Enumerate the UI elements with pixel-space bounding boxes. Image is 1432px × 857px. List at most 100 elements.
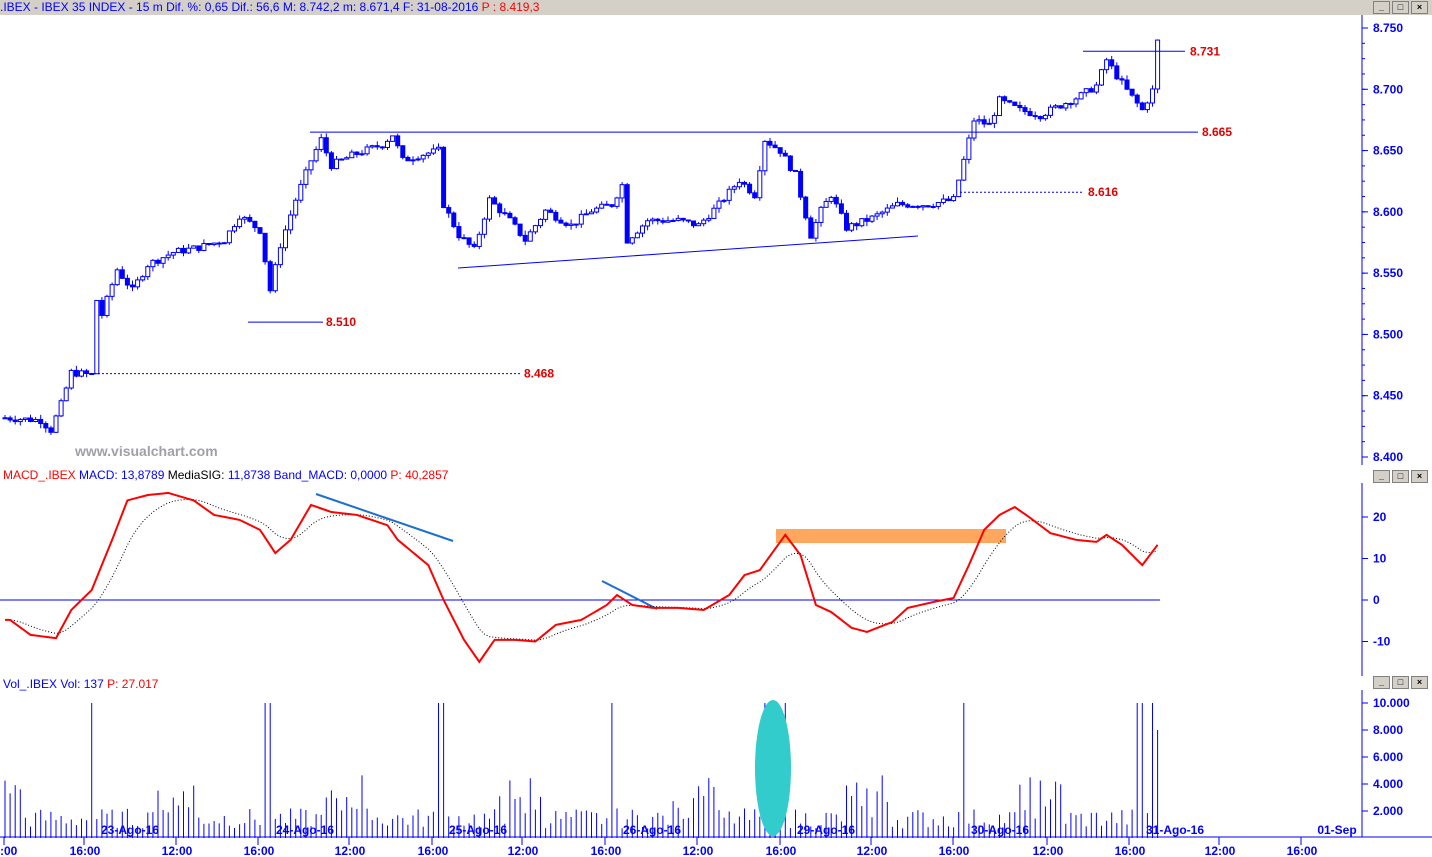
candle-body: [364, 146, 370, 155]
macd-tick-label: 0: [1373, 593, 1380, 607]
candle-body: [619, 184, 625, 199]
time-tick-label: 12:00: [683, 844, 714, 857]
candle-body: [818, 206, 824, 223]
candle-body: [578, 213, 584, 225]
candle-body: [318, 137, 324, 151]
candle-body: [895, 201, 900, 207]
time-tick-label: 16:00: [591, 844, 622, 857]
close-button[interactable]: ×: [1411, 1, 1428, 14]
candle-body: [747, 183, 753, 194]
candle-body: [889, 205, 895, 209]
time-tick-label: 16:00: [418, 844, 449, 857]
candle-body: [390, 135, 396, 142]
signal-line: [5, 498, 1158, 641]
candle-body: [844, 212, 849, 231]
candle-body: [645, 220, 651, 227]
candle-body: [956, 179, 962, 198]
macd-tick-label: -10: [1373, 635, 1391, 649]
candle-body: [767, 140, 773, 146]
maximize-button[interactable]: □: [1392, 1, 1409, 14]
level-label: 8.616: [1088, 185, 1118, 199]
candle-body: [1144, 102, 1150, 111]
maximize-button[interactable]: □: [1392, 676, 1409, 689]
max: M: 8.742,2: [282, 0, 340, 14]
candle-body: [940, 198, 946, 203]
candle-body: [155, 259, 161, 264]
candle-body: [1114, 65, 1120, 80]
candle-body: [242, 216, 248, 220]
minimize-button[interactable]: _: [1373, 470, 1390, 483]
candle-body: [308, 160, 314, 171]
candle-body: [543, 209, 549, 220]
close-button[interactable]: ×: [1411, 676, 1428, 689]
candle-body: [782, 152, 788, 157]
candle-body: [471, 243, 477, 247]
candle-body: [277, 247, 283, 266]
candle-body: [430, 148, 436, 154]
candle-body: [119, 269, 125, 279]
candle-body: [1053, 105, 1059, 108]
volume-name: Vol_.IBEX: [3, 677, 58, 691]
volume-window-controls: _ □ ×: [1373, 676, 1428, 689]
candle-body: [272, 264, 278, 292]
candle-body: [981, 119, 987, 125]
day-label: 26-Ago-16: [623, 823, 681, 837]
candle-body: [323, 137, 329, 154]
volume-highlight-ellipse: [755, 700, 791, 836]
macd-tick-label: 20: [1373, 510, 1387, 524]
candle-body: [1093, 84, 1099, 93]
candle-body: [864, 218, 870, 222]
candle-body: [476, 233, 482, 247]
candle-body: [721, 199, 727, 202]
candle-body: [634, 232, 640, 239]
candle-body: [58, 400, 64, 417]
candle-body: [28, 417, 33, 422]
candle-body: [339, 158, 345, 161]
macd-name: MACD_.IBEX: [3, 468, 76, 482]
time-tick-label: 16:00: [766, 844, 797, 857]
day-label: 31-Ago-16: [1146, 823, 1204, 837]
maximize-button[interactable]: □: [1392, 470, 1409, 483]
candle-body: [369, 145, 375, 148]
candle-body: [140, 276, 146, 281]
candle-body: [33, 418, 39, 422]
minimize-button[interactable]: _: [1373, 1, 1390, 14]
candle-body: [905, 204, 911, 208]
candle-body: [1073, 98, 1079, 105]
candle-body: [879, 211, 885, 215]
candle-body: [920, 205, 926, 208]
candle-body: [328, 152, 334, 170]
symbol: .IBEX - IBEX 35 INDEX -: [0, 0, 137, 14]
candle-body: [466, 237, 472, 245]
candle-body: [1078, 92, 1084, 100]
candle-body: [711, 207, 717, 219]
time-tick-label: 16:00: [244, 844, 275, 857]
candle-body: [849, 223, 855, 231]
candle-body: [420, 154, 426, 160]
candle-body: [803, 196, 809, 219]
volume-tick-label: 2.000: [1373, 804, 1403, 818]
candle-body: [451, 212, 457, 228]
minimize-button[interactable]: _: [1373, 676, 1390, 689]
candle-body: [726, 188, 732, 201]
candle-body: [828, 196, 834, 202]
candle-body: [991, 115, 997, 124]
date: F: 31-08-2016: [402, 0, 479, 14]
volume-tick-label: 6.000: [1373, 750, 1403, 764]
volume-tick-label: 4.000: [1373, 777, 1403, 791]
candle-body: [599, 203, 605, 209]
candle-body: [262, 232, 268, 263]
candle-body: [22, 417, 28, 420]
candle-body: [446, 207, 452, 214]
volume-value: Vol: 137: [60, 677, 104, 691]
close-button[interactable]: ×: [1411, 470, 1428, 483]
day-label: 29-Ago-16: [797, 823, 855, 837]
candle-body: [854, 223, 860, 227]
candle-body: [313, 149, 319, 162]
candle-body: [1012, 101, 1018, 106]
candle-body: [7, 417, 13, 421]
candle-body: [951, 196, 957, 202]
time-tick-label: 16:00: [70, 844, 101, 857]
candle-body: [232, 226, 237, 232]
